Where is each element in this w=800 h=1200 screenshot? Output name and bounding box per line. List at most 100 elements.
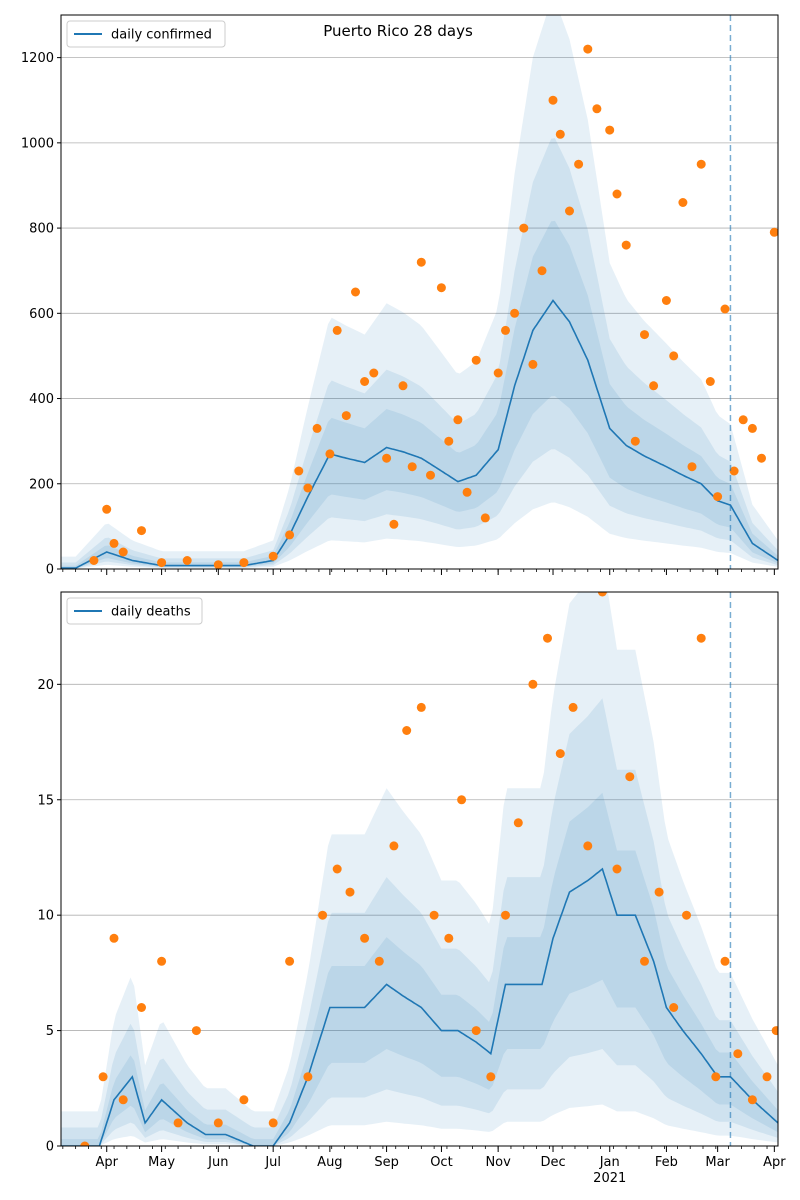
observed-point (389, 519, 399, 529)
observed-point (182, 556, 192, 565)
top-observed-points (89, 44, 778, 569)
uncertainty-band (61, 138, 778, 569)
observed-point (303, 483, 313, 493)
observed-point (713, 492, 723, 502)
bottom-observed-points (80, 592, 778, 1146)
observed-point (416, 702, 426, 712)
uncertainty-band (61, 592, 778, 1146)
observed-point (537, 266, 547, 276)
observed-point (568, 702, 578, 712)
observed-point (80, 1141, 90, 1146)
y-tick-label: 1000 (21, 136, 54, 151)
bottom-y-axis: 0 5 10 15 20 (37, 678, 61, 1155)
observed-point (565, 206, 574, 216)
observed-point (89, 556, 99, 565)
observed-point (757, 453, 766, 463)
top-series-line (61, 299, 778, 569)
observed-point (374, 956, 384, 966)
observed-point (630, 436, 640, 446)
observed-point (592, 104, 602, 114)
observed-point (762, 1072, 772, 1082)
observed-point (705, 377, 715, 386)
observed-point (769, 227, 778, 237)
observed-point (398, 381, 408, 391)
observed-point (471, 355, 481, 365)
observed-point (501, 325, 510, 335)
observed-point (711, 1072, 721, 1082)
observed-point (640, 330, 649, 340)
y-tick-label: 0 (46, 563, 54, 578)
observed-point (687, 462, 697, 472)
observed-point (605, 125, 615, 135)
chart-title: Puerto Rico 28 days (323, 22, 473, 40)
y-tick-label: 600 (29, 307, 54, 322)
series-line-daily-confirmed (61, 299, 778, 569)
observed-point (471, 1026, 481, 1036)
observed-point (625, 772, 635, 782)
observed-point (332, 864, 342, 874)
observed-point (729, 466, 739, 476)
observed-point (213, 1118, 223, 1128)
top-legend-label: daily confirmed (111, 28, 212, 43)
x-tick-label: Nov (485, 1155, 511, 1170)
observed-point (444, 436, 454, 446)
observed-point (548, 95, 558, 105)
bottom-series-line (61, 867, 778, 1146)
observed-point (157, 558, 167, 568)
observed-point (137, 526, 146, 536)
x-tick-label: Aug (317, 1155, 342, 1170)
bottom-legend: daily deaths (66, 597, 203, 625)
observed-point (312, 423, 322, 433)
observed-point (574, 159, 584, 169)
uncertainty-band (61, 698, 778, 1146)
observed-point (555, 129, 565, 139)
observed-point (360, 377, 370, 386)
observed-point (389, 841, 399, 851)
y-tick-label: 10 (37, 909, 54, 924)
y-tick-label: 200 (29, 477, 54, 492)
observed-point (612, 864, 622, 874)
x-tick-label: Apr (95, 1155, 118, 1170)
observed-point (239, 558, 249, 568)
uncertainty-band (61, 15, 778, 569)
observed-point (555, 749, 565, 759)
observed-point (661, 296, 671, 305)
y-tick-label: 20 (37, 678, 54, 693)
series-line-daily-deaths (61, 867, 778, 1146)
bottom-uncertainty-bands (61, 592, 778, 1146)
observed-point (332, 325, 342, 335)
y-tick-label: 1200 (21, 51, 54, 66)
observed-point (738, 415, 748, 425)
observed-point (268, 551, 278, 561)
observed-point (543, 633, 552, 643)
top-gridlines (61, 57, 778, 570)
observed-point (640, 956, 649, 966)
bottom-legend-label: daily deaths (111, 605, 191, 620)
observed-point (436, 283, 446, 293)
observed-point (285, 956, 295, 966)
x-tick-label: Jul (264, 1155, 281, 1170)
observed-point (407, 462, 417, 472)
y-tick-label: 800 (29, 222, 54, 237)
observed-point (325, 449, 335, 459)
observed-point (771, 1026, 778, 1036)
observed-point (457, 795, 467, 805)
x-tick-label: Dec (540, 1155, 565, 1170)
observed-point (98, 1072, 108, 1082)
bottom-axes-frame (60, 591, 779, 1147)
observed-point (369, 368, 379, 378)
x-tick-label: Sep (374, 1155, 399, 1170)
observed-point (303, 1072, 313, 1082)
observed-point (486, 1072, 496, 1082)
observed-point (102, 504, 112, 514)
observed-point (669, 351, 679, 361)
bottom-x-axis: Apr May Jun Jul Aug Sep Oct Nov Dec Jan Feb Mar Apr (62, 1146, 786, 1170)
observed-point (528, 359, 538, 369)
observed-point (480, 513, 490, 523)
observed-point (513, 818, 523, 828)
observed-point (696, 159, 706, 169)
observed-point (612, 189, 622, 199)
observed-point (453, 415, 463, 425)
observed-point (426, 470, 435, 480)
top-y-axis: 0 200 400 600 800 1000 1200 (21, 51, 61, 578)
